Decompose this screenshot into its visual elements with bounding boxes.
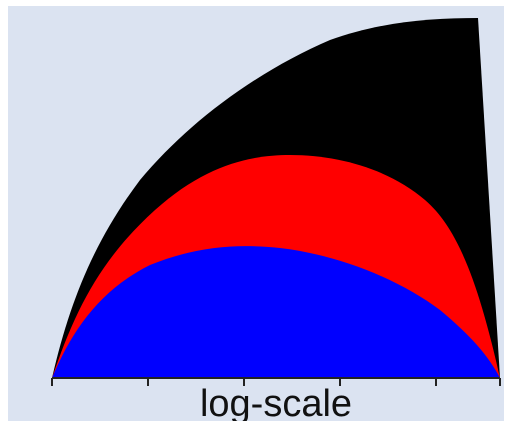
x-axis-label: log-scale: [200, 383, 352, 421]
inner-blue-region: [52, 246, 500, 378]
